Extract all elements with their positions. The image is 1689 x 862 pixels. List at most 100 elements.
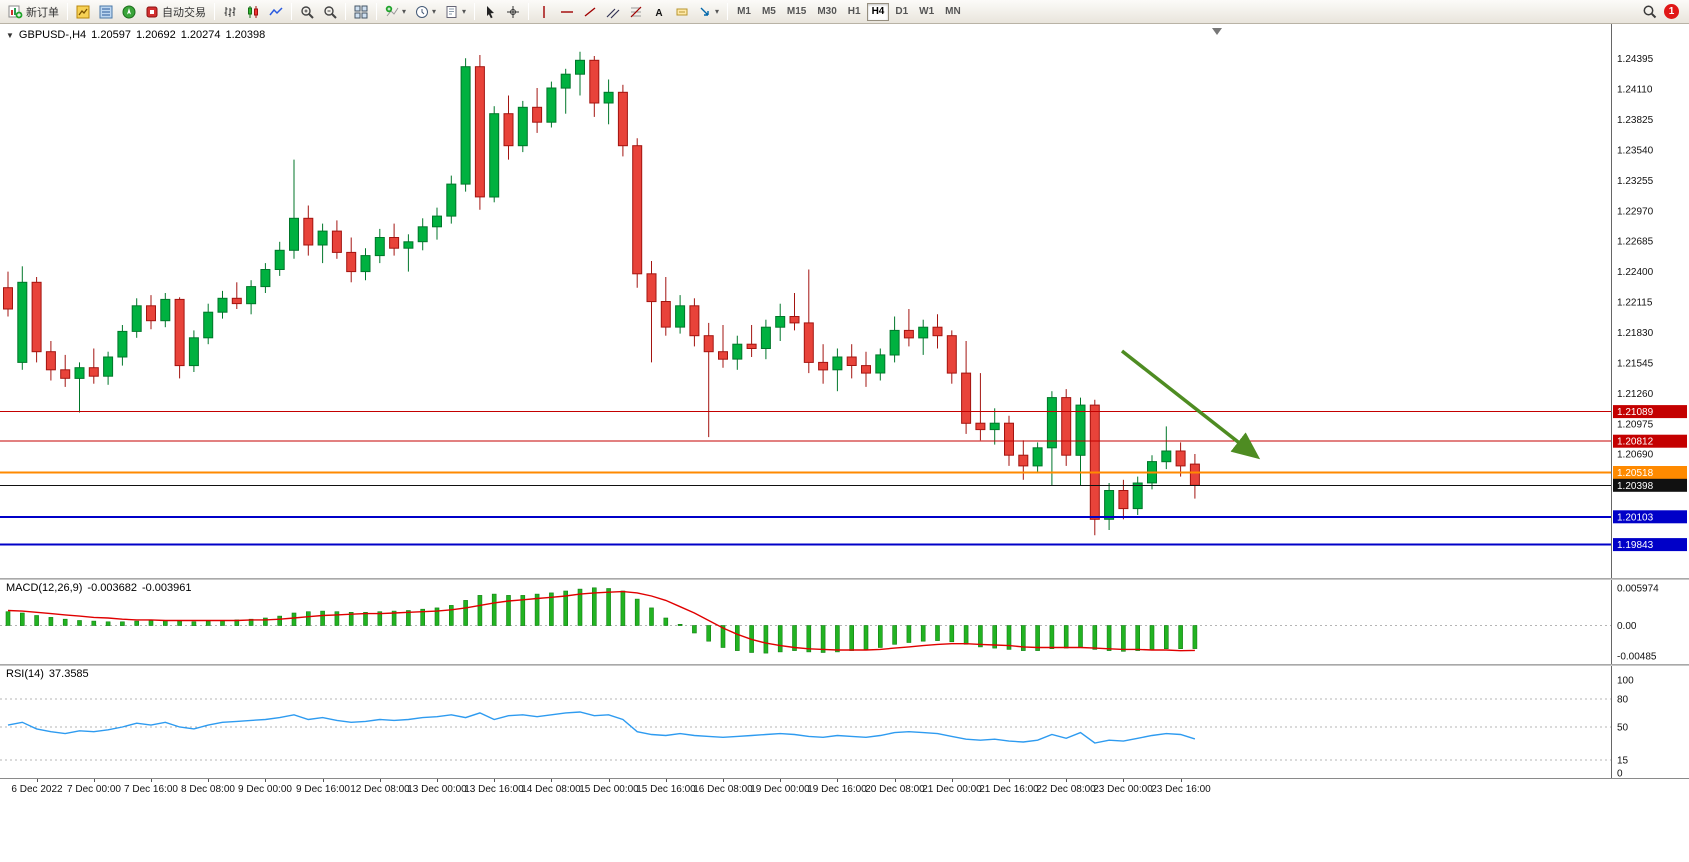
- trendline-button[interactable]: [579, 2, 601, 22]
- symbol-period-label: GBPUSD-,H4: [18, 29, 87, 41]
- label-icon: [675, 5, 689, 19]
- indicators-button[interactable]: ▾: [381, 2, 410, 22]
- trendline-icon: [583, 5, 597, 19]
- line-chart-icon: [269, 5, 283, 19]
- price-tick: 1.20975: [1617, 419, 1654, 430]
- cursor-icon: [483, 5, 497, 19]
- horizontal-line-button[interactable]: [556, 2, 578, 22]
- charts-button[interactable]: [72, 2, 94, 22]
- indicators-icon: [385, 5, 399, 19]
- charts-icon: [76, 5, 90, 19]
- separator: [528, 3, 530, 20]
- line-chart-button[interactable]: [265, 2, 287, 22]
- low-value: 1.20274: [180, 29, 221, 41]
- main-price-chart[interactable]: 1.24395 1.24110 1.23825 1.23540 1.23255 1.229…: [0, 24, 1689, 578]
- fibonacci-button[interactable]: [625, 2, 647, 22]
- search-button[interactable]: [1638, 2, 1661, 22]
- new-order-button[interactable]: 新订单: [4, 2, 63, 22]
- timeframe-m1-button[interactable]: M1: [732, 3, 756, 21]
- time-label: 15 Dec 00:00: [579, 784, 639, 795]
- price-tick: 1.22970: [1617, 206, 1654, 217]
- navigator-button[interactable]: [118, 2, 140, 22]
- text-button[interactable]: A: [648, 2, 670, 22]
- macd-axis: 0.005974 0.00 -0.00485: [1617, 584, 1659, 663]
- timeframe-m15-button[interactable]: M15: [782, 3, 811, 21]
- timeframe-m5-button[interactable]: M5: [757, 3, 781, 21]
- separator: [214, 3, 215, 20]
- svg-text:1.20812: 1.20812: [1617, 437, 1654, 448]
- time-label: 7 Dec 00:00: [67, 784, 121, 795]
- timeframe-w1-button[interactable]: W1: [914, 3, 939, 21]
- high-value: 1.20692: [135, 29, 176, 41]
- zoom-out-button[interactable]: [319, 2, 341, 22]
- shapes-button[interactable]: ▾: [694, 2, 723, 22]
- timeframe-h4-button[interactable]: H4: [866, 2, 890, 21]
- svg-text:1.20518: 1.20518: [1617, 468, 1654, 479]
- timeframe-m30-button[interactable]: M30: [812, 3, 841, 21]
- timeframe-h1-button[interactable]: H1: [843, 3, 866, 21]
- channel-icon: [606, 5, 620, 19]
- crosshair-button[interactable]: [502, 2, 524, 22]
- svg-text:1.21089: 1.21089: [1617, 407, 1654, 418]
- time-label: 13 Dec 16:00: [464, 784, 524, 795]
- bar-chart-button[interactable]: [219, 2, 241, 22]
- time-label: 14 Dec 08:00: [521, 784, 581, 795]
- macd-name: MACD(12,26,9): [6, 582, 83, 594]
- price-tick: 1.21830: [1617, 328, 1654, 339]
- auto-trading-button[interactable]: 自动交易: [141, 2, 210, 22]
- macd-label: MACD(12,26,9) -0.003682 -0.003961: [6, 582, 192, 594]
- zoom-in-icon: [300, 5, 314, 19]
- time-label: 6 Dec 2022: [11, 784, 63, 795]
- notification-badge[interactable]: 1: [1664, 4, 1679, 19]
- candlestick-chart-button[interactable]: [242, 2, 264, 22]
- search-icon: [1642, 4, 1657, 19]
- rsi-label: RSI(14) 37.3585: [6, 668, 89, 680]
- panel-separator[interactable]: [0, 578, 1689, 580]
- separator: [291, 3, 292, 20]
- market-watch-button[interactable]: [95, 2, 117, 22]
- chart-shift-marker-icon[interactable]: [1212, 28, 1222, 35]
- collapse-triangle-icon[interactable]: ▼: [6, 30, 14, 40]
- time-label: 23 Dec 16:00: [1151, 784, 1211, 795]
- timeframe-mn-button[interactable]: MN: [940, 3, 966, 21]
- time-label: 15 Dec 16:00: [636, 784, 696, 795]
- rsi-panel[interactable]: 100 80 50 15 0: [0, 666, 1689, 778]
- macd-tick: 0.00: [1617, 621, 1637, 632]
- templates-button[interactable]: ▾: [441, 2, 470, 22]
- time-label: 23 Dec 00:00: [1093, 784, 1153, 795]
- tile-windows-button[interactable]: [350, 2, 372, 22]
- macd-panel[interactable]: 0.005974 0.00 -0.00485: [0, 580, 1689, 664]
- time-label: 22 Dec 08:00: [1036, 784, 1096, 795]
- candlestick-series: [3, 51, 1200, 536]
- market-watch-icon: [99, 5, 113, 19]
- navigator-icon: [122, 5, 136, 19]
- vertical-line-button[interactable]: [533, 2, 555, 22]
- trend-arrow[interactable]: [1120, 349, 1261, 460]
- bar-chart-icon: [223, 5, 237, 19]
- separator: [474, 3, 476, 20]
- zoom-in-button[interactable]: [296, 2, 318, 22]
- rsi-tick: 15: [1617, 755, 1629, 766]
- rsi-value: 37.3585: [48, 668, 89, 680]
- macd-tick: -0.00485: [1617, 652, 1657, 663]
- time-label: 8 Dec 08:00: [181, 784, 235, 795]
- label-button[interactable]: [671, 2, 693, 22]
- rsi-line: [7, 711, 1196, 744]
- svg-text:1.19843: 1.19843: [1617, 540, 1654, 551]
- price-tick: 1.23825: [1617, 115, 1654, 126]
- rsi-tick: 100: [1617, 676, 1634, 687]
- close-value: 1.20398: [225, 29, 266, 41]
- cursor-button[interactable]: [479, 2, 501, 22]
- panel-separator[interactable]: [0, 664, 1689, 666]
- time-label: 21 Dec 16:00: [979, 784, 1039, 795]
- timeframe-d1-button[interactable]: D1: [890, 3, 913, 21]
- svg-text:A: A: [655, 8, 662, 19]
- chart-header: ▼ GBPUSD-,H4 1.20597 1.20692 1.20274 1.2…: [6, 29, 265, 41]
- price-axis: 1.24395 1.24110 1.23825 1.23540 1.23255 1.229…: [1611, 24, 1687, 578]
- channel-button[interactable]: [602, 2, 624, 22]
- zoom-out-icon: [323, 5, 337, 19]
- time-label: 9 Dec 16:00: [296, 784, 350, 795]
- price-level-label: 1.20398: [1613, 478, 1687, 492]
- rsi-name: RSI(14): [6, 668, 44, 680]
- periods-button[interactable]: ▾: [411, 2, 440, 22]
